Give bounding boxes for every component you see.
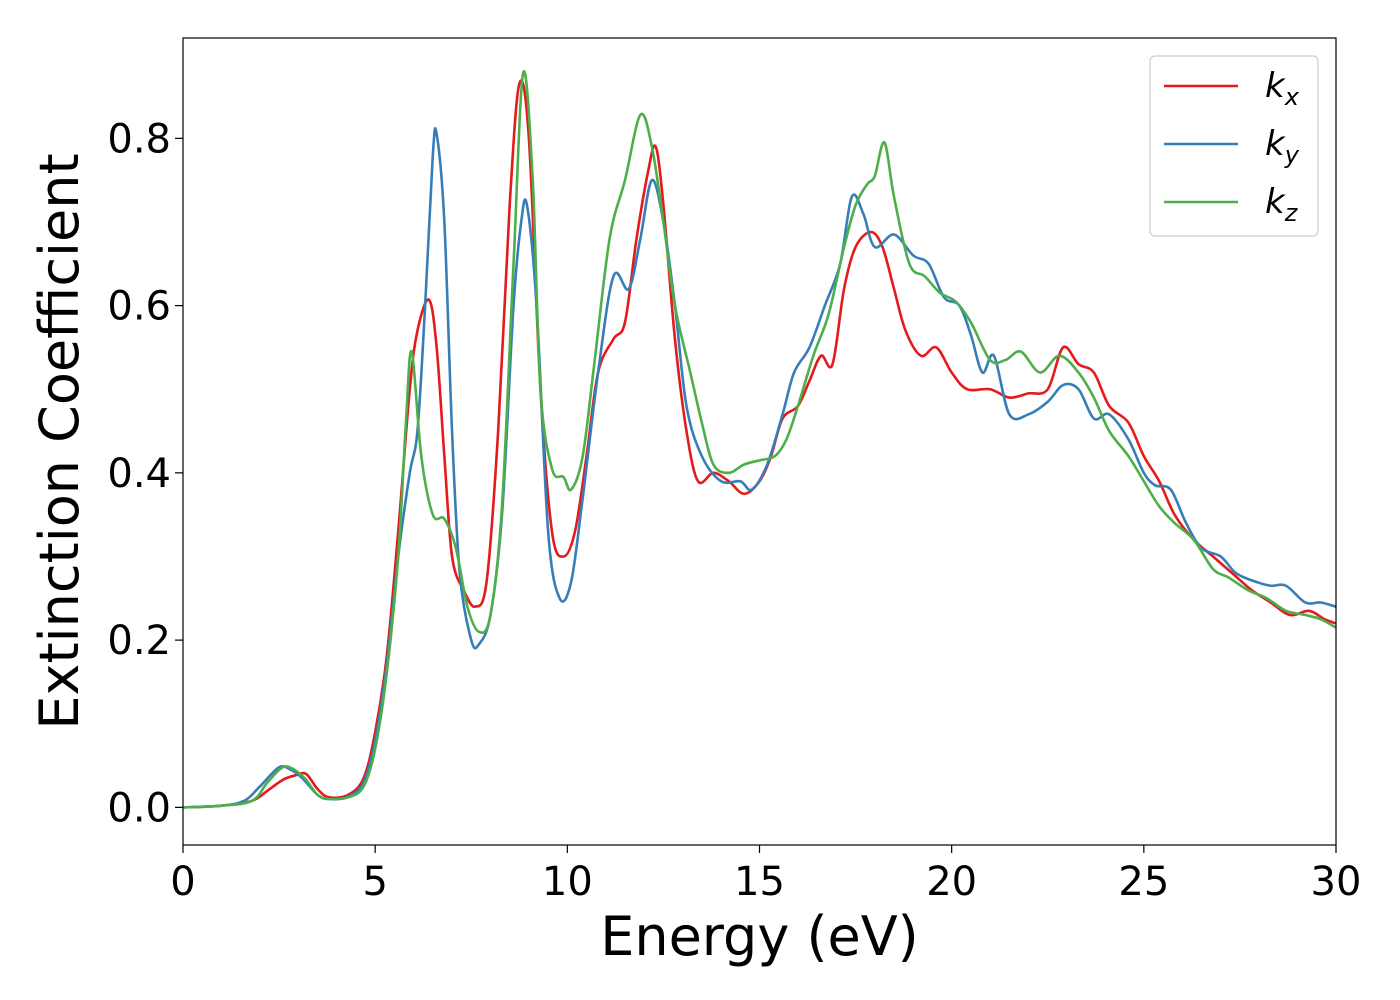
legend: kx ky kz bbox=[1149, 55, 1319, 237]
legend-label-kx: kx bbox=[1265, 66, 1300, 111]
x-tick-label: 25 bbox=[1118, 859, 1169, 905]
y-tick-label: 0.6 bbox=[107, 284, 171, 330]
x-axis-ticks: 0 5 10 15 20 25 30 bbox=[170, 845, 1361, 905]
series-line-kz bbox=[183, 69, 1336, 809]
x-tick-label: 15 bbox=[734, 859, 785, 905]
x-axis-label: Energy (eV) bbox=[600, 905, 919, 968]
series-lines bbox=[183, 69, 1336, 809]
x-tick-label: 20 bbox=[926, 859, 977, 905]
legend-label-kz: kz bbox=[1265, 182, 1299, 227]
x-tick-label: 0 bbox=[170, 859, 195, 905]
y-axis-label: Extinction Coefficient bbox=[28, 153, 91, 729]
x-tick-label: 30 bbox=[1311, 859, 1362, 905]
legend-label-ky: ky bbox=[1265, 124, 1300, 169]
legend-box bbox=[1149, 55, 1319, 237]
x-tick-label: 5 bbox=[362, 859, 387, 905]
y-axis-ticks: 0.0 0.2 0.4 0.6 0.8 bbox=[107, 116, 183, 831]
x-tick-label: 10 bbox=[542, 859, 593, 905]
series-line-kx bbox=[183, 79, 1336, 809]
y-tick-label: 0.0 bbox=[107, 785, 171, 831]
y-tick-label: 0.8 bbox=[107, 116, 171, 162]
y-tick-label: 0.4 bbox=[107, 451, 171, 497]
y-tick-label: 0.2 bbox=[107, 618, 171, 664]
